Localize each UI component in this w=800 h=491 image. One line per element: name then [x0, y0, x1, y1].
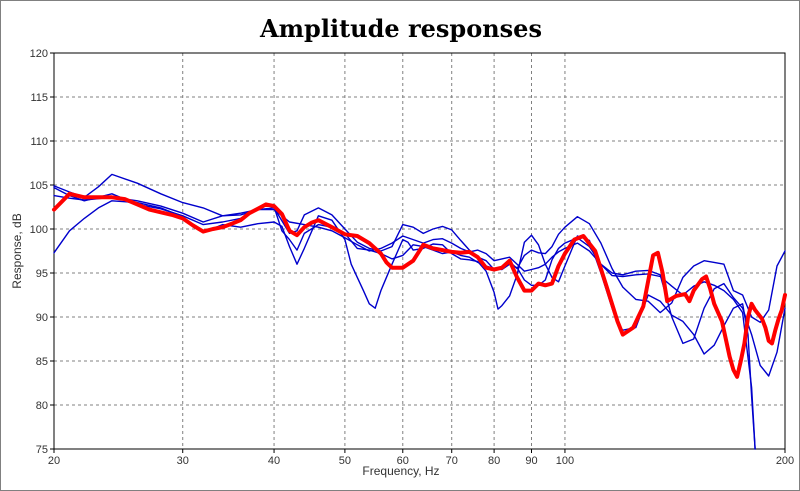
x-axis-label: Frequency, Hz: [362, 464, 439, 478]
y-tick-label: 75: [36, 444, 48, 456]
chart-title: Amplitude responses: [259, 14, 542, 43]
y-tick-label: 115: [30, 92, 48, 104]
series-line-blue-4: [53, 194, 756, 450]
x-tick-label: 40: [268, 455, 280, 467]
y-tick-label: 120: [30, 48, 48, 60]
x-tick-label: 30: [177, 455, 189, 467]
y-axis-label: Response, dB: [10, 213, 24, 288]
x-tick-label: 50: [339, 455, 351, 467]
series-line-blue-2: [53, 200, 756, 450]
y-tick-label: 100: [30, 224, 48, 236]
x-tick-label: 100: [556, 455, 574, 467]
series-layer: [52, 173, 787, 450]
x-tick-label: 60: [397, 455, 409, 467]
x-tick-label: 70: [446, 455, 458, 467]
y-tick-label: 80: [36, 400, 48, 412]
y-tick-label: 105: [30, 180, 48, 192]
series-line-red: [52, 191, 787, 379]
x-axis-ticks: 20 30 40 50 60 70 80 90 100 200: [48, 449, 794, 467]
x-tick-label: 20: [48, 455, 60, 467]
y-axis-ticks: 75 80 85 90 95 100 105 110 115 120: [30, 48, 54, 456]
y-tick-label: 85: [36, 356, 48, 368]
y-tick-label: 110: [30, 136, 48, 148]
y-tick-label: 90: [36, 312, 48, 324]
x-tick-label: 80: [488, 455, 500, 467]
x-tick-label: 200: [776, 455, 794, 467]
x-tick-label: 90: [525, 455, 537, 467]
series-line-blue-1: [53, 186, 786, 377]
y-tick-label: 95: [36, 268, 48, 280]
